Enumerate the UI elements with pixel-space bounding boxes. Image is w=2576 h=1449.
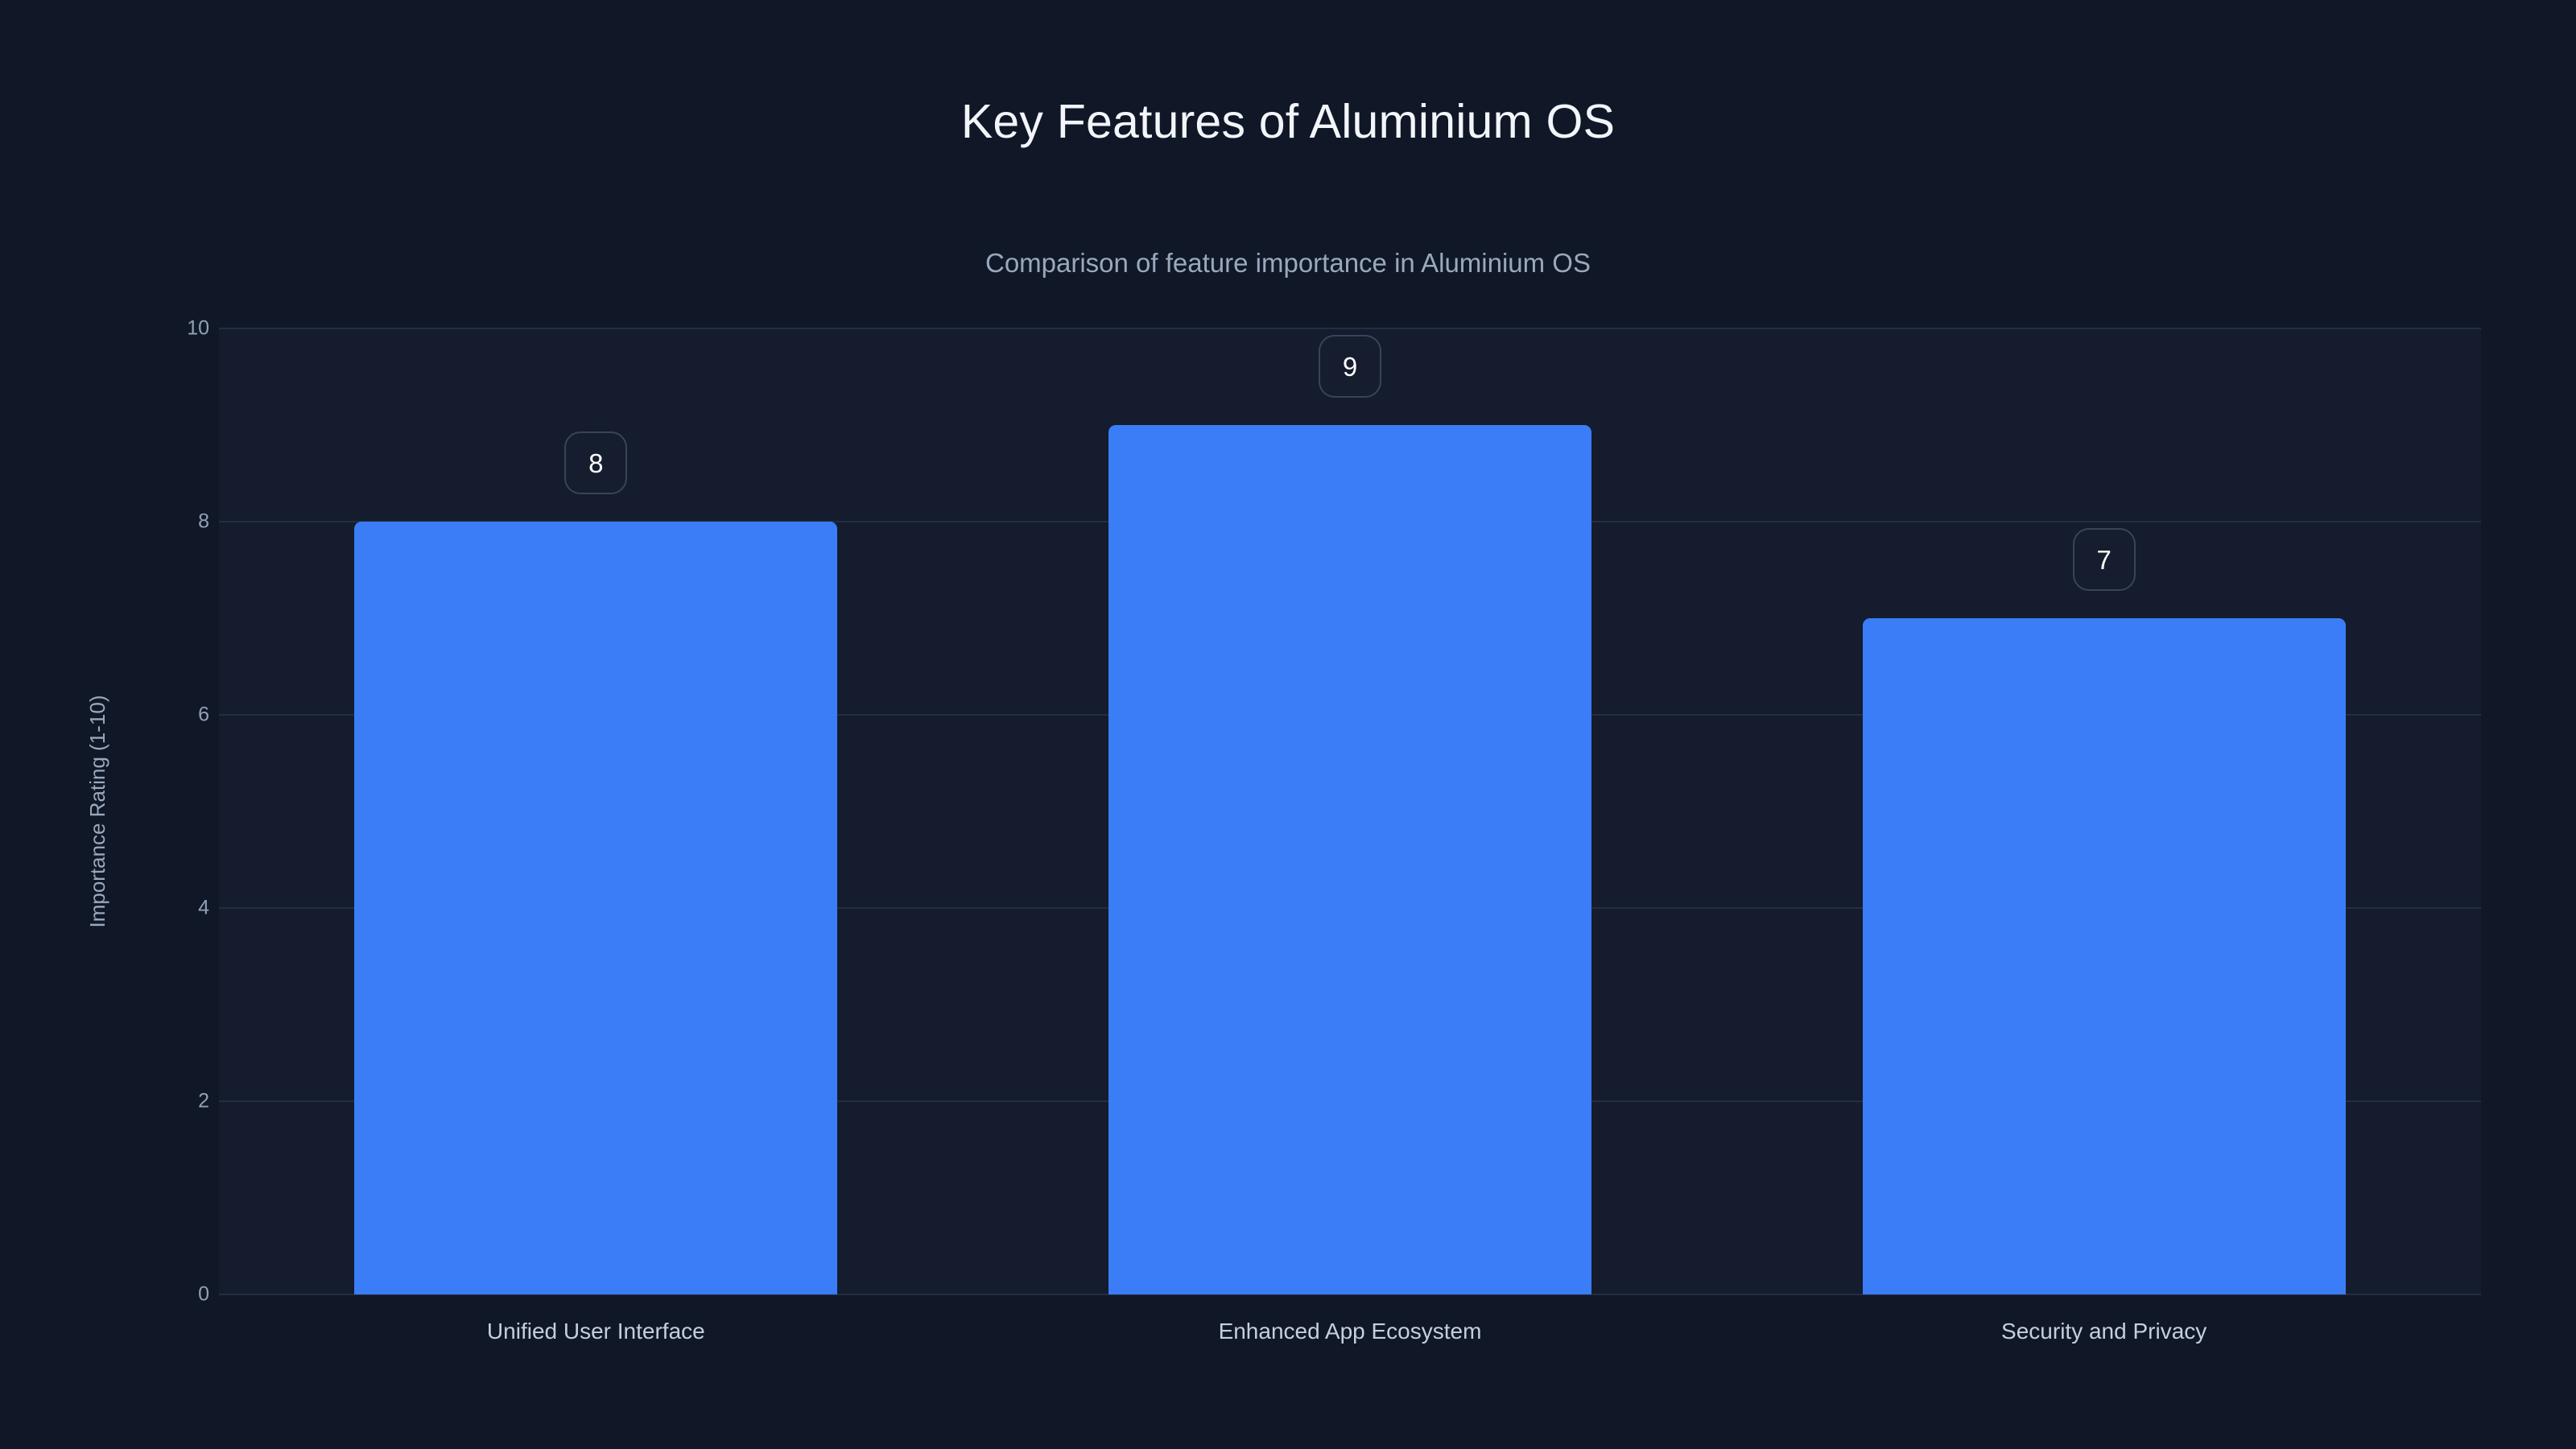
- y-axis-tick-label: 0: [198, 1282, 209, 1306]
- gridline: [219, 1294, 2481, 1295]
- y-axis-tick-label: 6: [198, 703, 209, 726]
- bars-layer: [219, 328, 2481, 1294]
- chart-subtitle: Comparison of feature importance in Alum…: [985, 248, 1591, 278]
- x-axis-category-label: Enhanced App Ecosystem: [1218, 1319, 1482, 1344]
- bar[interactable]: [1862, 618, 2346, 1294]
- bar[interactable]: [1108, 425, 1591, 1294]
- x-axis-category-label: Security and Privacy: [2001, 1319, 2207, 1344]
- y-axis-tick-label: 4: [198, 896, 209, 919]
- y-axis-tick-label: 8: [198, 510, 209, 533]
- y-axis-tick-label: 2: [198, 1089, 209, 1113]
- bar-value-label: 9: [1319, 335, 1381, 398]
- y-axis-title: Importance Rating (1-10): [85, 695, 109, 928]
- y-axis-tick-labels: 0 2 4 6 8 10: [145, 318, 209, 1304]
- y-axis-tick-label: 10: [187, 316, 209, 340]
- bar-value-label: 7: [2072, 528, 2136, 591]
- bar-value-label: 8: [564, 431, 628, 494]
- bar[interactable]: [354, 522, 838, 1294]
- chart-title: Key Features of Aluminium OS: [960, 95, 1616, 148]
- gridline: [219, 328, 2481, 329]
- x-axis-category-label: Unified User Interface: [486, 1319, 705, 1344]
- x-axis-tick-labels: Unified User Interface Enhanced App Ecosy…: [219, 1320, 2481, 1368]
